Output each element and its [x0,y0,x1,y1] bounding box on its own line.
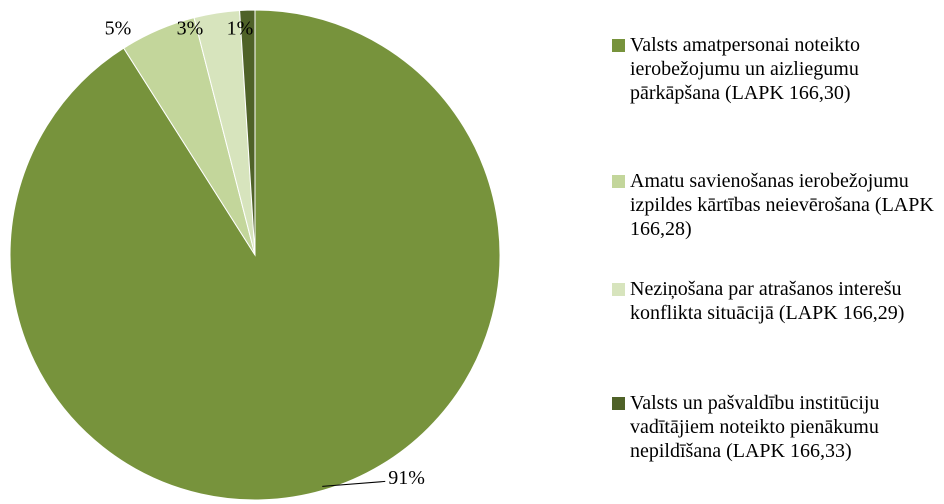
legend-swatch [612,283,625,296]
legend-label: Valsts un pašvaldību institūciju vadītāj… [630,392,880,462]
legend-swatch [612,39,625,52]
legend-entry: Amatu savienošanas ierobežojumu izpildes… [612,169,942,241]
legend-swatch [612,175,625,188]
leader-line [322,480,386,487]
legend-entry: Valsts amatpersonai noteikto ierobežojum… [612,33,942,105]
legend-label: Valsts amatpersonai noteikto ierobežojum… [630,34,860,104]
legend-swatch [612,397,625,410]
legend-label: Neziņošana par atrašanos interešu konfli… [630,278,905,324]
legend-entry: Neziņošana par atrašanos interešu konfli… [612,277,942,325]
pie-slice [239,9,256,256]
legend-label: Amatu savienošanas ierobežojumu izpildes… [630,170,934,240]
legend-entry: Valsts un pašvaldību institūciju vadītāj… [612,391,942,463]
data-label: 91% [388,467,425,489]
data-label: 3% [177,18,204,40]
data-label: 5% [105,18,132,40]
data-label: 1% [227,18,254,40]
